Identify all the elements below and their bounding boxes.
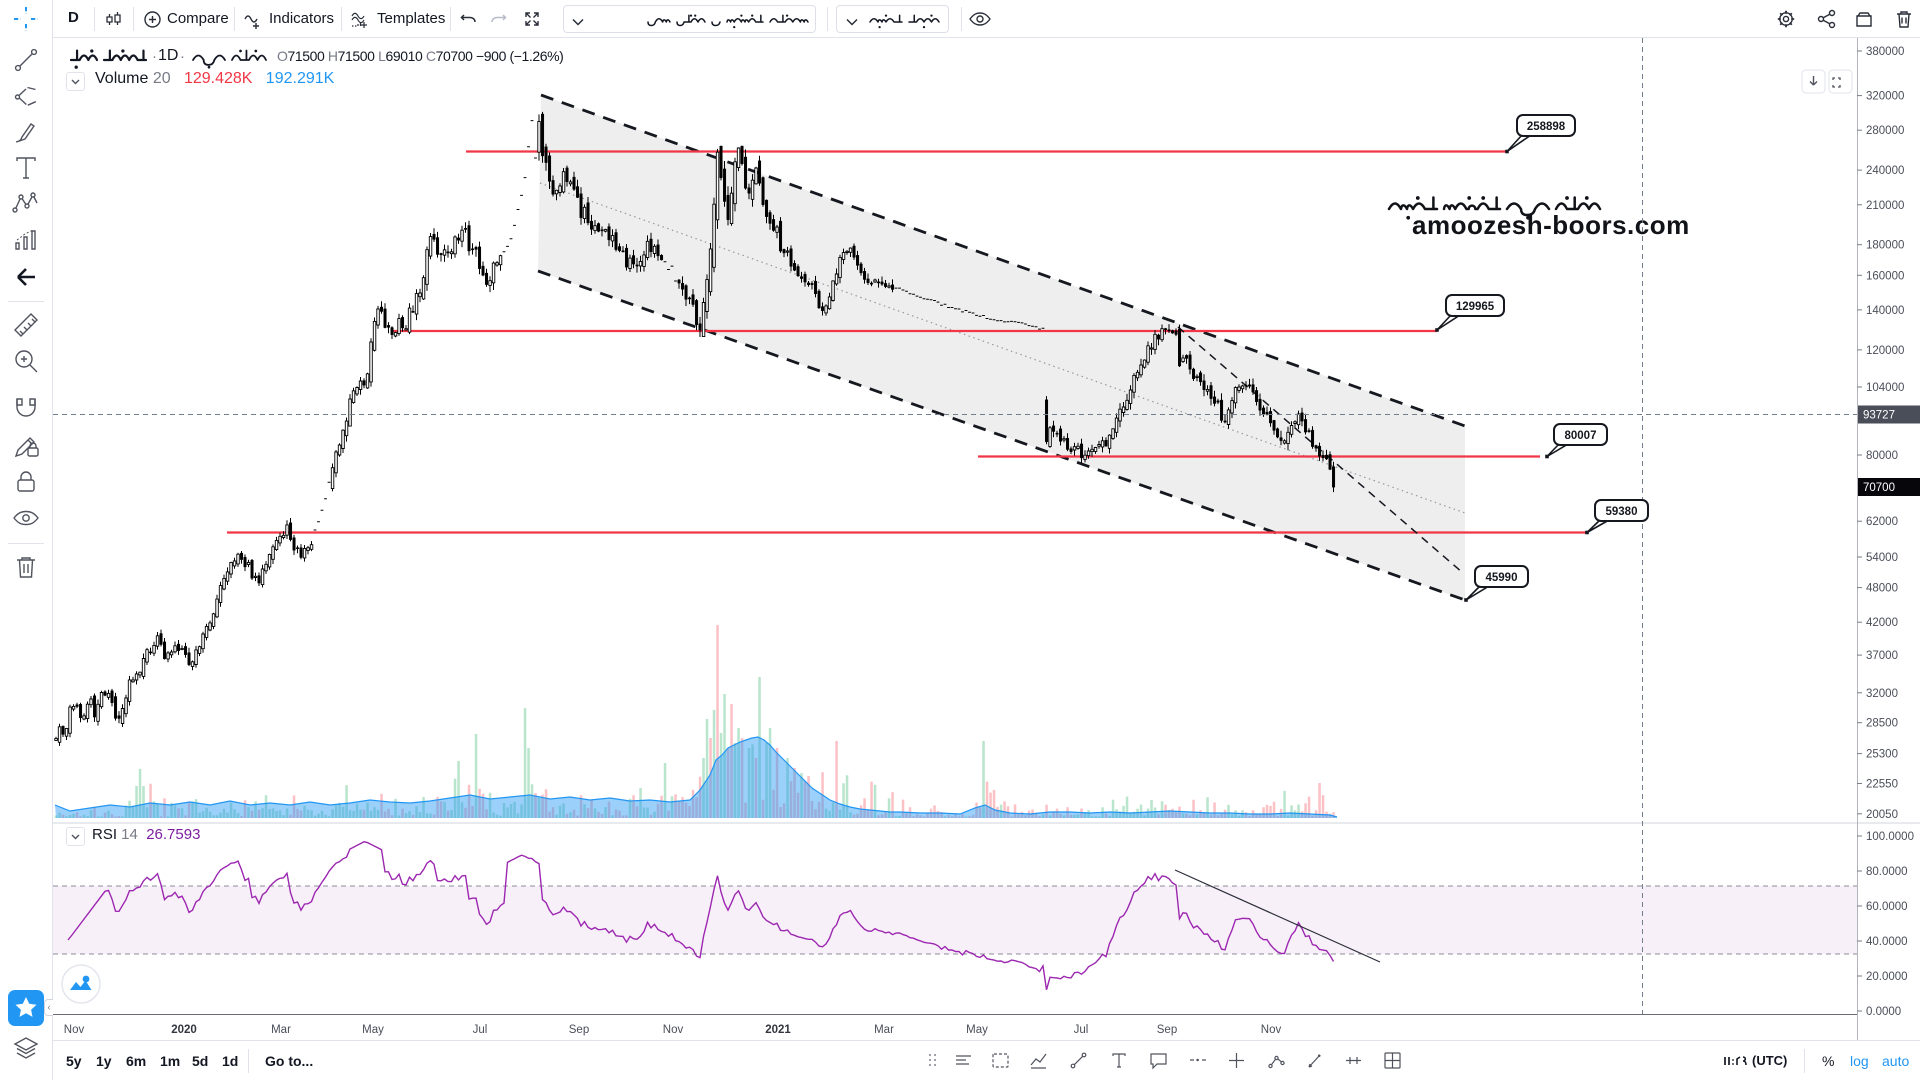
svg-text:258898: 258898 — [1527, 121, 1566, 133]
svg-text:28500: 28500 — [1866, 718, 1898, 730]
svg-text:59380: 59380 — [1606, 506, 1638, 518]
svg-text:100.0000: 100.0000 — [1866, 831, 1914, 843]
svg-text:Jul: Jul — [1074, 1024, 1089, 1036]
svg-text:93727: 93727 — [1863, 410, 1895, 422]
svg-text:40.0000: 40.0000 — [1866, 936, 1908, 948]
svg-text:160000: 160000 — [1866, 270, 1904, 282]
svg-text:Jul: Jul — [473, 1024, 488, 1036]
svg-text:·: · — [180, 48, 185, 65]
svg-text:2021: 2021 — [765, 1024, 791, 1036]
svg-text:54000: 54000 — [1866, 552, 1898, 564]
svg-text:0.0000: 0.0000 — [1866, 1006, 1901, 1018]
svg-text:1D: 1D — [158, 47, 178, 64]
svg-text:32000: 32000 — [1866, 688, 1898, 700]
svg-text:O71500 H71500 L69010 C70700 −9: O71500 H71500 L69010 C70700 −900 (−1.26%… — [277, 48, 563, 64]
svg-text:180000: 180000 — [1866, 240, 1904, 252]
svg-text:48000: 48000 — [1866, 583, 1898, 595]
svg-text:129965: 129965 — [1456, 301, 1495, 313]
svg-text:380000: 380000 — [1866, 46, 1904, 58]
svg-text:80.0000: 80.0000 — [1866, 866, 1908, 878]
svg-text:May: May — [362, 1024, 384, 1036]
svg-text:Mar: Mar — [271, 1024, 291, 1036]
svg-text:20050: 20050 — [1866, 809, 1898, 821]
svg-text:Nov: Nov — [1261, 1024, 1282, 1036]
svg-text:120000: 120000 — [1866, 345, 1904, 357]
svg-text:240000: 240000 — [1866, 165, 1904, 177]
svg-text:104000: 104000 — [1866, 382, 1904, 394]
svg-text:80007: 80007 — [1565, 430, 1597, 442]
svg-text:280000: 280000 — [1866, 125, 1904, 137]
svg-text:210000: 210000 — [1866, 200, 1904, 212]
svg-text:45990: 45990 — [1486, 572, 1518, 584]
svg-text:25300: 25300 — [1866, 749, 1898, 761]
svg-text:Nov: Nov — [663, 1024, 684, 1036]
svg-text:Mar: Mar — [874, 1024, 894, 1036]
svg-text:22550: 22550 — [1866, 779, 1898, 791]
svg-text:62000: 62000 — [1866, 516, 1898, 528]
svg-text:Nov: Nov — [64, 1024, 85, 1036]
svg-text:140000: 140000 — [1866, 305, 1904, 317]
svg-text:42000: 42000 — [1866, 617, 1898, 629]
svg-text:80000: 80000 — [1866, 450, 1898, 462]
svg-text:Sep: Sep — [1157, 1024, 1177, 1036]
svg-text:320000: 320000 — [1866, 91, 1904, 103]
svg-text:May: May — [966, 1024, 988, 1036]
svg-text:2020: 2020 — [171, 1024, 197, 1036]
svg-text:20.0000: 20.0000 — [1866, 971, 1908, 983]
svg-text:37000: 37000 — [1866, 650, 1898, 662]
svg-text:·: · — [152, 48, 157, 65]
svg-text:60.0000: 60.0000 — [1866, 901, 1908, 913]
svg-text:70700: 70700 — [1863, 482, 1895, 494]
svg-text:Sep: Sep — [569, 1024, 589, 1036]
svg-text:amoozesh-boors.com: amoozesh-boors.com — [1412, 210, 1690, 240]
